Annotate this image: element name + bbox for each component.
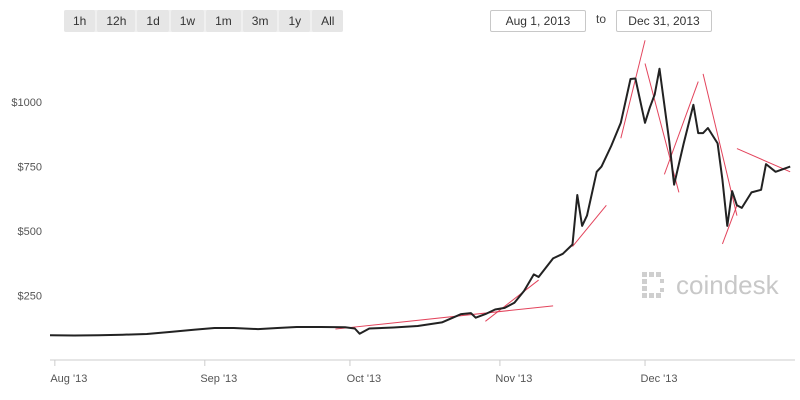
trendline (663, 81, 699, 175)
axes: Aug '13 Sep '13 Oct '13 Nov '13 Dec '13 $250 $… (11, 97, 795, 385)
y-tick-label: $750 (18, 162, 42, 174)
x-tick-label: Nov '13 (495, 373, 532, 385)
range-button-1h[interactable]: 1h (64, 10, 96, 32)
x-tick-label: Sep '13 (200, 373, 237, 385)
watermark-text: coindesk (676, 270, 780, 300)
trendline (721, 205, 738, 245)
date-to-input[interactable]: Dec 31, 2013 (616, 10, 712, 32)
trendline (572, 204, 607, 247)
series (49, 67, 791, 337)
trendlines (335, 40, 791, 330)
x-tick-label: Oct '13 (347, 373, 382, 385)
coindesk-watermark: coindesk (642, 270, 780, 300)
range-button-3m[interactable]: 3m (242, 10, 278, 32)
range-button-all[interactable]: All (312, 10, 344, 32)
trendline (485, 279, 539, 322)
y-tick-label: $1000 (11, 97, 42, 109)
range-button-1y[interactable]: 1y (279, 10, 311, 32)
x-tick-label: Dec '13 (641, 373, 678, 385)
y-tick-label: $500 (18, 226, 42, 238)
date-to-label: to (596, 12, 607, 26)
coindesk-logo-icon (642, 272, 664, 298)
date-from-input[interactable]: Aug 1, 2013 (490, 10, 586, 32)
trendline (620, 40, 646, 139)
range-button-1w[interactable]: 1w (170, 10, 205, 32)
range-button-12h[interactable]: 12h (97, 10, 136, 32)
range-selector: 1h 12h 1d 1w 1m 3m 1y All (64, 10, 344, 32)
y-tick-label: $250 (18, 291, 42, 303)
x-tick-label: Aug '13 (50, 373, 87, 385)
range-button-1m[interactable]: 1m (206, 10, 241, 32)
price-line (49, 67, 791, 337)
range-button-1d[interactable]: 1d (137, 10, 169, 32)
trendline (736, 148, 791, 173)
trendline (335, 305, 554, 330)
